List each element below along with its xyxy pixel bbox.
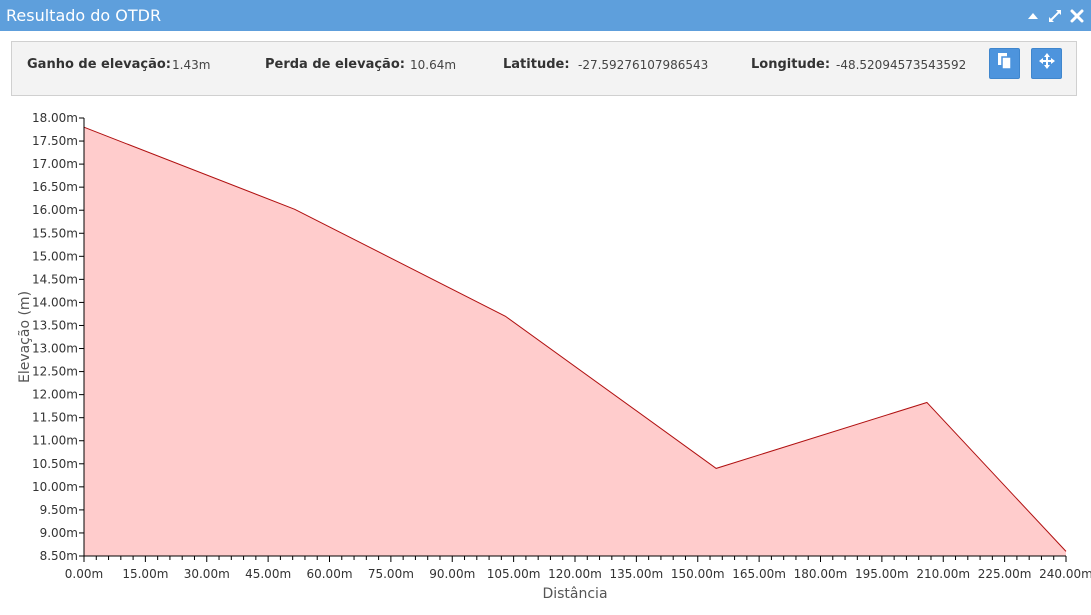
x-tick-label: 90.00m (429, 567, 475, 581)
x-tick-label: 165.00m (732, 567, 786, 581)
x-tick-label: 210.00m (916, 567, 970, 581)
x-tick-label: 180.00m (794, 567, 848, 581)
x-tick-label: 120.00m (548, 567, 602, 581)
y-tick-label: 12.00m (32, 388, 78, 402)
window-title: Resultado do OTDR (6, 6, 162, 25)
y-tick-label: 15.00m (32, 249, 78, 263)
y-tick-label: 11.50m (32, 411, 78, 425)
y-tick-label: 16.50m (32, 180, 78, 194)
elevation-info-panel: Ganho de elevação: 1.43m Perda de elevaç… (11, 41, 1077, 96)
collapse-icon[interactable] (1025, 8, 1041, 24)
y-tick-label: 17.00m (32, 157, 78, 171)
window-controls (1025, 6, 1085, 26)
y-tick-label: 17.50m (32, 134, 78, 148)
y-tick-label: 13.50m (32, 318, 78, 332)
x-tick-label: 0.00m (65, 567, 103, 581)
y-axis-label: Elevação (m) (17, 291, 33, 383)
latitude-label: Latitude: (503, 57, 570, 72)
elevation-chart: 8.50m 9.00m 9.50m 10.00m 10.50m 11.00m 11.50m 1… (17, 111, 1091, 602)
elevation-area (84, 127, 1066, 556)
x-tick-label: 15.00m (122, 567, 168, 581)
y-tick-label: 16.00m (32, 203, 78, 217)
gain-label: Ganho de elevação: (27, 57, 172, 72)
y-tick-label: 15.50m (32, 226, 78, 240)
y-tick-label: 11.00m (32, 434, 78, 448)
x-tick-label: 30.00m (184, 567, 230, 581)
y-tick-label: 13.00m (32, 342, 78, 356)
y-tick-label: 10.50m (32, 457, 78, 471)
y-tick-label: 9.50m (40, 503, 78, 517)
x-tick-label: 195.00m (855, 567, 909, 581)
x-tick-label: 135.00m (610, 567, 664, 581)
x-tick-label: 240.00m (1039, 567, 1091, 581)
expand-icon[interactable] (1047, 8, 1063, 24)
x-tick-label: 150.00m (671, 567, 725, 581)
loss-value: 10.64m (410, 58, 457, 72)
longitude-value: -48.52094573543592 (836, 58, 967, 72)
x-tick-label: 105.00m (487, 567, 541, 581)
locate-button[interactable] (1031, 48, 1062, 79)
latitude-value: -27.59276107986543 (578, 58, 709, 72)
y-tick-label: 14.00m (32, 295, 78, 309)
y-tick-label: 12.50m (32, 365, 78, 379)
x-tick-label: 60.00m (306, 567, 352, 581)
y-tick-label: 8.50m (40, 549, 78, 563)
x-axis-label: Distância (542, 586, 607, 602)
elevation-line (83, 126, 1067, 552)
y-tick-label: 18.00m (32, 111, 78, 125)
x-tick-label: 45.00m (245, 567, 291, 581)
copy-icon (997, 52, 1013, 75)
locate-icon (1038, 53, 1055, 74)
longitude-label: Longitude: (751, 57, 831, 72)
loss-label: Perda de elevação: (265, 57, 405, 72)
y-tick-label: 9.00m (40, 526, 78, 540)
gain-value: 1.43m (172, 58, 211, 72)
x-tick-label: 225.00m (978, 567, 1032, 581)
close-icon[interactable] (1069, 8, 1085, 24)
copy-button[interactable] (989, 48, 1020, 79)
x-tick-label: 75.00m (368, 567, 414, 581)
y-tick-label: 14.50m (32, 272, 78, 286)
y-tick-label: 10.00m (32, 480, 78, 494)
window-titlebar[interactable]: Resultado do OTDR (0, 0, 1091, 31)
